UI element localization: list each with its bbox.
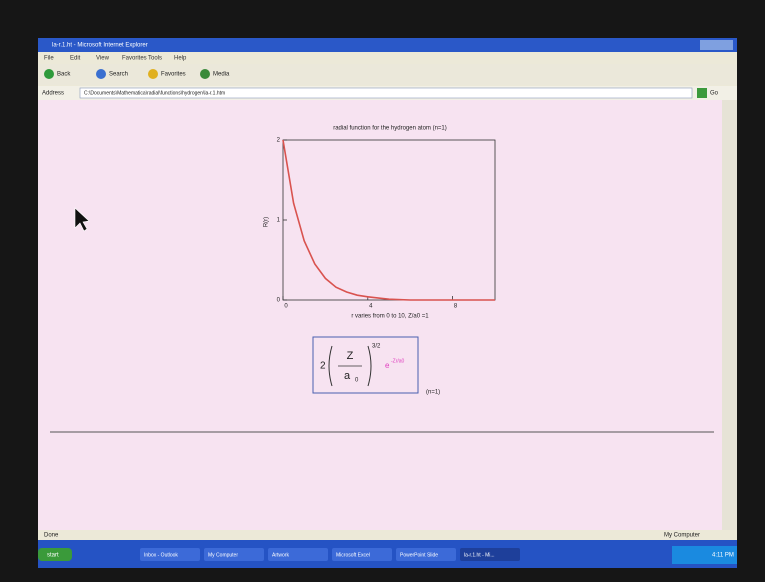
chart-title: radial function for the hydrogen atom (n…	[333, 126, 447, 132]
tray	[672, 546, 737, 564]
y-axis-label: R(r)	[264, 217, 270, 227]
address-url: C:\Documents\Mathematica\radial\function…	[84, 90, 225, 96]
task-button[interactable]	[332, 548, 392, 561]
toolbar-icon[interactable]	[96, 69, 106, 79]
start-button[interactable]	[38, 548, 72, 561]
task-button[interactable]	[204, 548, 264, 561]
menu-item[interactable]: File	[44, 56, 54, 62]
go-label: Go	[710, 91, 719, 97]
y-tick-label: 0	[277, 298, 281, 304]
task-button[interactable]	[140, 548, 200, 561]
toolbar-icon[interactable]	[148, 69, 158, 79]
task-label: Inbox - Outlook	[144, 552, 178, 558]
task-button[interactable]	[268, 548, 328, 561]
y-tick-label: 2	[277, 138, 281, 144]
task-button[interactable]	[396, 548, 456, 561]
toolbar-icon[interactable]	[44, 69, 54, 79]
address-label: Address	[42, 91, 64, 97]
formula-exponent: 3/2	[372, 344, 381, 350]
menu-item[interactable]: Edit	[70, 56, 81, 62]
task-label: PowerPoint Slide	[400, 552, 438, 558]
menu-item[interactable]: Help	[174, 56, 187, 62]
clock: 4:11 PM	[712, 553, 734, 559]
formula-denominator: a	[344, 370, 351, 382]
formula-note: (n=1)	[426, 390, 440, 396]
menu-item[interactable]: View	[96, 56, 110, 62]
go-button[interactable]	[697, 88, 707, 98]
formula-exp-power: -Zr/a0	[391, 358, 405, 364]
task-label: My Computer	[208, 552, 238, 558]
content	[38, 100, 722, 530]
status-left: Done	[44, 533, 59, 539]
y-tick-label: 1	[277, 218, 281, 224]
window-controls[interactable]	[700, 40, 733, 50]
toolbar-label[interactable]: Media	[213, 72, 230, 78]
x-tick-label: 0	[284, 304, 288, 310]
toolbar-label[interactable]: Search	[109, 72, 128, 78]
task-button[interactable]	[460, 548, 520, 561]
start-label: start	[47, 553, 59, 559]
address-field[interactable]	[79, 87, 693, 99]
formula-numerator: Z	[347, 350, 354, 362]
status-right: My Computer	[664, 533, 700, 539]
title-bar	[38, 38, 737, 52]
toolbar-label[interactable]: Back	[57, 72, 71, 78]
toolbar-icon[interactable]	[200, 69, 210, 79]
formula-box	[312, 336, 419, 394]
task-label: Artwork	[272, 552, 289, 558]
window-title: la-r.1.ht - Microsoft Internet Explorer	[52, 43, 148, 49]
menu-item[interactable]: Favorites	[122, 56, 147, 62]
menu-item[interactable]: Tools	[148, 56, 162, 62]
status-bar	[38, 530, 737, 540]
task-label: Microsoft Excel	[336, 552, 370, 558]
task-label: la-r.1.ht - Mi...	[464, 552, 495, 558]
toolbar-label[interactable]: Favorites	[161, 72, 186, 78]
mouse-cursor	[74, 207, 90, 232]
formula-coefficient: 2	[320, 361, 326, 372]
series-line	[282, 139, 495, 301]
formula-exp: e	[385, 361, 390, 370]
formula-subscript: 0	[355, 378, 359, 384]
formula-parens	[328, 345, 372, 387]
toolbar	[38, 64, 737, 85]
x-tick-label: 8	[454, 304, 458, 310]
scrollbar[interactable]	[722, 100, 737, 530]
x-tick-label: 4	[369, 304, 373, 310]
x-axis-label: r varies from 0 to 10, Z/a0 =1	[351, 314, 429, 320]
